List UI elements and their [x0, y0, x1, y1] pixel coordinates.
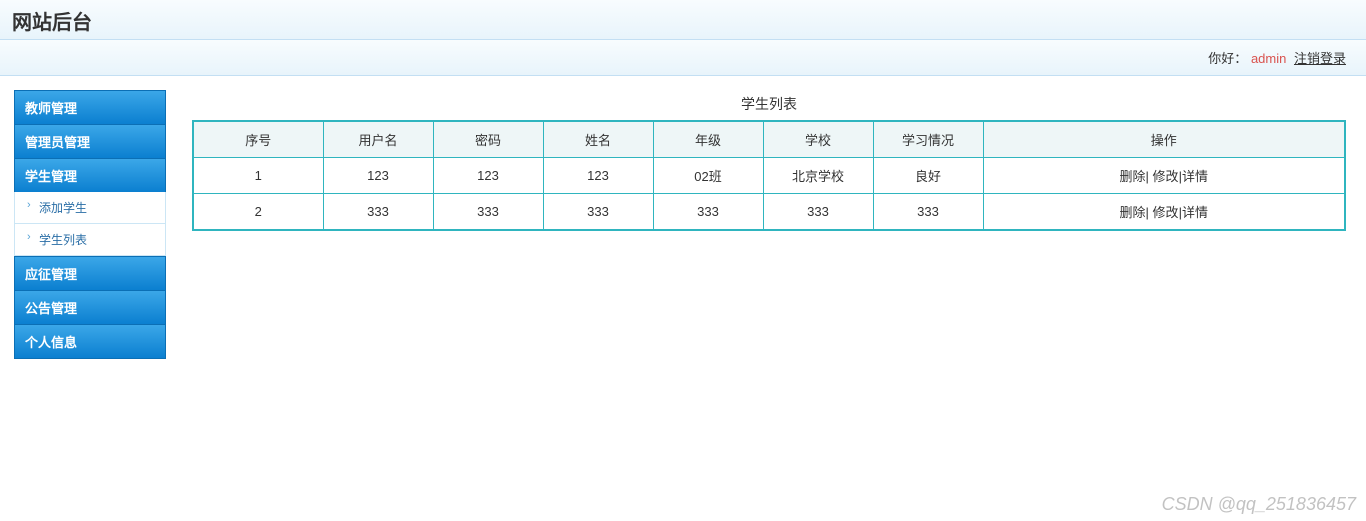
cell-password: 123 [433, 158, 543, 194]
sidebar-item-recruit[interactable]: 应征管理 [14, 256, 166, 290]
site-title: 网站后台 [12, 6, 1354, 35]
cell-school: 333 [763, 194, 873, 231]
cell-name: 123 [543, 158, 653, 194]
col-actions: 操作 [983, 121, 1345, 158]
detail-link[interactable]: 详情 [1182, 205, 1208, 220]
logout-link[interactable]: 注销登录 [1294, 51, 1346, 66]
main-container: 教师管理 管理员管理 学生管理 添加学生 学生列表 应征管理 公告管理 个人信息… [0, 76, 1366, 359]
cell-actions: 删除| 修改|详情 [983, 158, 1345, 194]
cell-index: 1 [193, 158, 323, 194]
user-info-bar: 你好： admin 注销登录 [0, 40, 1366, 76]
col-name: 姓名 [543, 121, 653, 158]
cell-name: 333 [543, 194, 653, 231]
table-body: 1 123 123 123 02班 北京学校 良好 删除| 修改|详情 2 33… [193, 158, 1345, 231]
cell-school: 北京学校 [763, 158, 873, 194]
header-bar: 网站后台 [0, 0, 1366, 40]
col-status: 学习情况 [873, 121, 983, 158]
col-school: 学校 [763, 121, 873, 158]
sidebar-item-student[interactable]: 学生管理 [14, 158, 166, 192]
sidebar-item-profile[interactable]: 个人信息 [14, 324, 166, 359]
delete-link[interactable]: 删除 [1120, 169, 1146, 184]
cell-grade: 333 [653, 194, 763, 231]
table-row: 2 333 333 333 333 333 333 删除| 修改|详情 [193, 194, 1345, 231]
delete-link[interactable]: 删除 [1120, 205, 1146, 220]
cell-actions: 删除| 修改|详情 [983, 194, 1345, 231]
col-password: 密码 [433, 121, 543, 158]
separator: | [1146, 169, 1149, 184]
table-title: 学生列表 [192, 90, 1346, 120]
cell-status: 良好 [873, 158, 983, 194]
sidebar-subitem-add-student[interactable]: 添加学生 [14, 192, 166, 224]
edit-link[interactable]: 修改 [1153, 169, 1179, 184]
username-text: admin [1251, 51, 1286, 66]
detail-link[interactable]: 详情 [1182, 169, 1208, 184]
greeting-text: 你好： [1208, 51, 1247, 66]
watermark-text: CSDN @qq_251836457 [1162, 494, 1356, 515]
table-header-row: 序号 用户名 密码 姓名 年级 学校 学习情况 操作 [193, 121, 1345, 158]
sidebar-subitem-student-list[interactable]: 学生列表 [14, 224, 166, 256]
cell-username: 333 [323, 194, 433, 231]
sidebar: 教师管理 管理员管理 学生管理 添加学生 学生列表 应征管理 公告管理 个人信息 [14, 90, 166, 359]
col-grade: 年级 [653, 121, 763, 158]
edit-link[interactable]: 修改 [1153, 205, 1179, 220]
table-row: 1 123 123 123 02班 北京学校 良好 删除| 修改|详情 [193, 158, 1345, 194]
sidebar-submenu-student: 添加学生 学生列表 [14, 192, 166, 256]
sidebar-item-notice[interactable]: 公告管理 [14, 290, 166, 324]
cell-status: 333 [873, 194, 983, 231]
sidebar-item-teacher[interactable]: 教师管理 [14, 90, 166, 124]
separator: | [1146, 205, 1149, 220]
sidebar-item-admin[interactable]: 管理员管理 [14, 124, 166, 158]
cell-grade: 02班 [653, 158, 763, 194]
cell-username: 123 [323, 158, 433, 194]
content-area: 学生列表 序号 用户名 密码 姓名 年级 学校 学习情况 操作 1 123 [166, 90, 1366, 359]
student-table: 序号 用户名 密码 姓名 年级 学校 学习情况 操作 1 123 123 123… [192, 120, 1346, 231]
col-username: 用户名 [323, 121, 433, 158]
col-index: 序号 [193, 121, 323, 158]
cell-index: 2 [193, 194, 323, 231]
cell-password: 333 [433, 194, 543, 231]
